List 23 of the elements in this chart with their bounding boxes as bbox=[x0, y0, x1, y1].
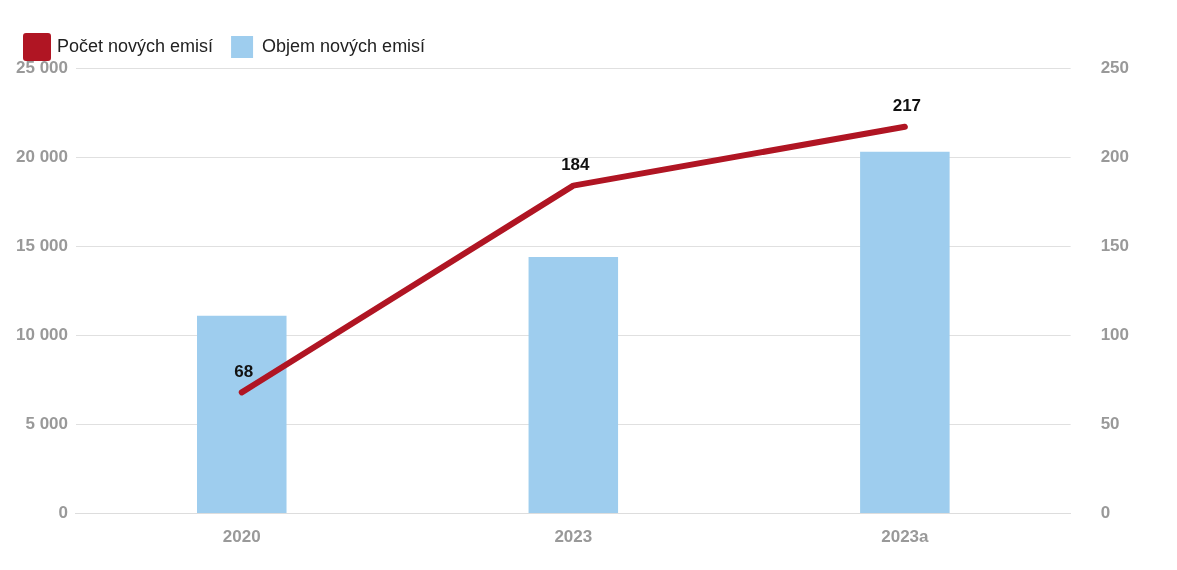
data-label: 217 bbox=[892, 96, 922, 116]
y2-tick-label: 100 bbox=[1100, 325, 1130, 345]
legend-label: Počet nových emisí bbox=[57, 35, 214, 56]
x-tick-label: 2023 bbox=[554, 527, 593, 547]
y2-tick-label: 50 bbox=[1100, 414, 1120, 434]
y-tick-label: 5 000 bbox=[25, 414, 68, 434]
y-tick-label: 20 000 bbox=[16, 146, 68, 166]
data-label: 184 bbox=[561, 154, 591, 174]
y-tick-label: 0 bbox=[58, 503, 68, 523]
bar bbox=[860, 151, 950, 514]
y2-tick-label: 200 bbox=[1100, 146, 1130, 166]
y-tick-label: 25 000 bbox=[16, 57, 68, 77]
y-tick-label: 10 000 bbox=[16, 325, 68, 345]
y-tick-label: 15 000 bbox=[16, 235, 68, 255]
legend-label: Objem nových emisí bbox=[262, 35, 426, 56]
y2-tick-label: 250 bbox=[1100, 57, 1130, 77]
x-tick-label: 2023a bbox=[881, 527, 930, 547]
x-tick-label: 2020 bbox=[222, 527, 261, 547]
bar bbox=[197, 315, 287, 514]
bar bbox=[528, 256, 619, 514]
y2-tick-label: 150 bbox=[1100, 235, 1130, 255]
y2-tick-label: 0 bbox=[1100, 503, 1111, 523]
data-label: 68 bbox=[234, 361, 254, 381]
